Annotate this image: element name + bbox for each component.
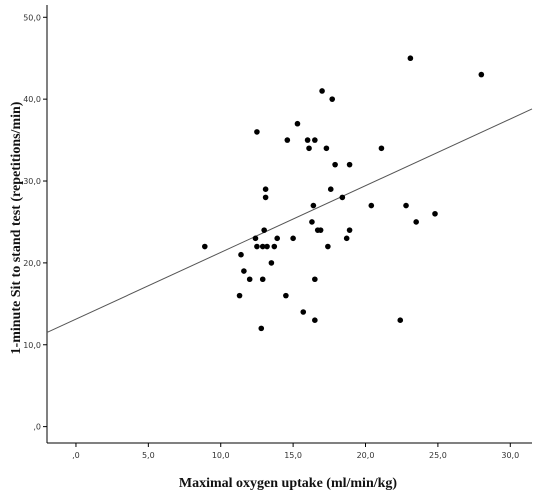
data-point (202, 243, 208, 250)
data-point (261, 227, 267, 233)
data-point (368, 202, 375, 209)
data-point (284, 137, 291, 143)
y-tick-label: 40,0 (23, 95, 41, 104)
data-point (310, 202, 317, 209)
data-point (343, 235, 350, 242)
data-point (259, 276, 266, 283)
x-tick-label: 15,0 (284, 451, 302, 460)
data-point (254, 129, 260, 135)
data-point (325, 243, 331, 250)
data-point (329, 96, 336, 102)
data-point (246, 276, 253, 283)
data-point (378, 145, 385, 152)
data-point (327, 186, 334, 193)
data-point (259, 243, 266, 250)
data-point (252, 235, 259, 242)
data-point (264, 243, 270, 250)
x-tick-label: 25,0 (429, 451, 447, 460)
data-point (323, 145, 330, 152)
data-point (317, 227, 324, 233)
data-point (403, 202, 409, 209)
data-point (312, 137, 318, 143)
data-point (397, 317, 404, 323)
x-axis-ticks: ,0 5,0 10,0 15,0 20,0 25,0 30,0 (72, 443, 519, 460)
data-point (346, 161, 353, 168)
data-point (262, 186, 269, 193)
x-tick-label: 30,0 (501, 451, 519, 460)
data-point (413, 219, 419, 225)
data-point (274, 235, 280, 242)
data-point (312, 276, 318, 283)
data-point (478, 71, 485, 78)
data-point (332, 161, 338, 168)
y-tick-label: ,0 (33, 423, 41, 432)
data-point (312, 317, 318, 323)
regression-line-group (46, 108, 533, 333)
data-point (283, 292, 289, 299)
data-point (238, 251, 244, 258)
data-point (339, 194, 346, 201)
data-point (432, 210, 438, 217)
y-tick-label: 20,0 (23, 259, 41, 268)
x-tick-label: 20,0 (357, 451, 375, 460)
y-tick-label: 30,0 (23, 177, 41, 186)
data-point (290, 235, 296, 242)
regression-line (46, 108, 533, 333)
y-tick-label: 10,0 (23, 341, 41, 350)
data-point (346, 227, 353, 233)
data-point (236, 292, 243, 299)
x-tick-label: 5,0 (142, 451, 155, 460)
x-tick-label: ,0 (72, 451, 80, 460)
data-point (309, 219, 315, 225)
y-tick-label: 50,0 (23, 13, 41, 22)
data-point (294, 120, 301, 127)
data-point (262, 194, 269, 201)
data-point (271, 243, 278, 250)
data-point (241, 268, 247, 274)
data-point (319, 88, 325, 94)
data-point (306, 145, 312, 152)
y-axis-ticks: ,0 10,0 20,0 30,0 40,0 50,0 (23, 13, 47, 432)
data-points (202, 55, 485, 332)
data-point (254, 243, 260, 250)
x-axis-title: Maximal oxygen uptake (ml/min/kg) (179, 476, 398, 491)
data-point (258, 325, 265, 332)
data-point (407, 55, 414, 62)
data-point (268, 260, 275, 266)
y-axis-title: 1-minute Sit to stand test (repetitions/… (9, 101, 24, 354)
data-point (304, 137, 311, 143)
data-point (300, 309, 307, 315)
x-tick-label: 10,0 (212, 451, 230, 460)
